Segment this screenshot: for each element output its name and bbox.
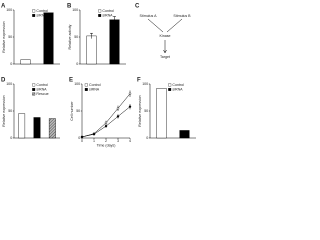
arrow xyxy=(147,18,164,33)
legend-swatch xyxy=(98,14,102,17)
node: Stimulus A xyxy=(140,14,158,18)
node: Stimulus B xyxy=(173,14,191,18)
x-tick-label: 2 xyxy=(105,139,107,143)
bar xyxy=(48,118,56,139)
y-tick-label: 0 xyxy=(76,62,78,66)
legend-label: siRNA xyxy=(36,13,47,17)
legend-swatch xyxy=(98,9,102,13)
error-bar xyxy=(90,32,93,39)
point xyxy=(128,92,132,95)
x-tick-label: 1 xyxy=(93,139,95,143)
legend-label: Control xyxy=(172,83,184,87)
legend-label: Control xyxy=(36,9,48,13)
y-axis-label: Relative expression xyxy=(2,21,6,52)
y-tick-label: 0 xyxy=(10,136,12,140)
point xyxy=(92,133,96,136)
error-bar xyxy=(113,16,116,23)
x-tick-label: 4 xyxy=(129,139,131,143)
x-tick-label: 0 xyxy=(81,139,83,143)
bar xyxy=(18,113,26,139)
figure: C Stimulus A Stimulus B Kinase Target A R… xyxy=(1,4,196,147)
legend-swatch xyxy=(168,83,172,87)
point xyxy=(104,124,108,128)
bar xyxy=(43,12,54,65)
arrow-head xyxy=(163,49,167,54)
legend-swatch xyxy=(32,88,36,91)
legend-swatch xyxy=(32,83,36,87)
y-tick-label: 100 xyxy=(6,82,12,86)
panel-letter: D xyxy=(1,78,6,84)
y-tick-label: 0 xyxy=(78,136,80,140)
bar xyxy=(20,59,31,65)
panel-letter: E xyxy=(69,78,73,84)
axis xyxy=(81,84,130,139)
y-axis-label: Relative expression xyxy=(2,95,6,126)
legend-label: siRNA xyxy=(102,13,113,17)
legend-swatch xyxy=(84,88,88,91)
y-tick-label: 0 xyxy=(146,136,148,140)
diagram: C Stimulus A Stimulus B Kinase Target xyxy=(135,4,191,59)
legend-label: siRNA xyxy=(36,87,47,91)
legend-label: siRNA xyxy=(89,87,100,91)
legend-label: siRNA xyxy=(172,87,183,91)
bar xyxy=(33,117,41,139)
y-tick-label: 50 xyxy=(8,109,12,113)
line xyxy=(81,93,131,138)
y-tick-label: 50 xyxy=(144,109,148,113)
y-tick-label: 100 xyxy=(72,8,78,12)
bar xyxy=(109,19,120,65)
bar xyxy=(156,88,167,139)
point xyxy=(116,107,120,110)
y-tick-label: 50 xyxy=(74,35,78,39)
x-tick-label: 3 xyxy=(117,139,119,143)
panel-letter: F xyxy=(137,78,141,84)
bar xyxy=(179,130,190,139)
legend-swatch xyxy=(32,9,36,13)
y-tick-label: 100 xyxy=(74,82,80,86)
legend-swatch xyxy=(168,88,172,91)
panel-letter: C xyxy=(135,4,140,10)
node: Target xyxy=(160,55,170,59)
point xyxy=(80,135,84,139)
legend-swatch xyxy=(32,92,36,96)
legend-swatch xyxy=(84,83,88,87)
legend-label: Control xyxy=(36,83,48,87)
legend-label: Control xyxy=(102,9,114,13)
node: Kinase xyxy=(160,34,171,38)
panel-letter: A xyxy=(1,4,6,10)
arrow xyxy=(166,18,183,33)
point xyxy=(128,105,132,108)
panel-letter: B xyxy=(67,4,72,10)
x-axis-label: Time (days) xyxy=(97,143,116,147)
y-tick-label: 50 xyxy=(76,109,80,113)
y-tick-label: 50 xyxy=(8,35,12,39)
legend-swatch xyxy=(32,14,36,17)
legend-label: Rescue xyxy=(36,92,48,96)
point xyxy=(104,121,108,125)
point xyxy=(116,115,120,118)
legend-label: Control xyxy=(89,83,101,87)
y-axis-label: Cell number xyxy=(70,101,74,121)
y-tick-label: 0 xyxy=(10,62,12,66)
y-tick-label: 100 xyxy=(6,8,12,12)
y-axis-label: Relative expression xyxy=(138,95,142,126)
bar xyxy=(86,35,97,65)
y-tick-label: 100 xyxy=(142,82,148,86)
y-axis-label: Relative activity xyxy=(68,24,72,49)
